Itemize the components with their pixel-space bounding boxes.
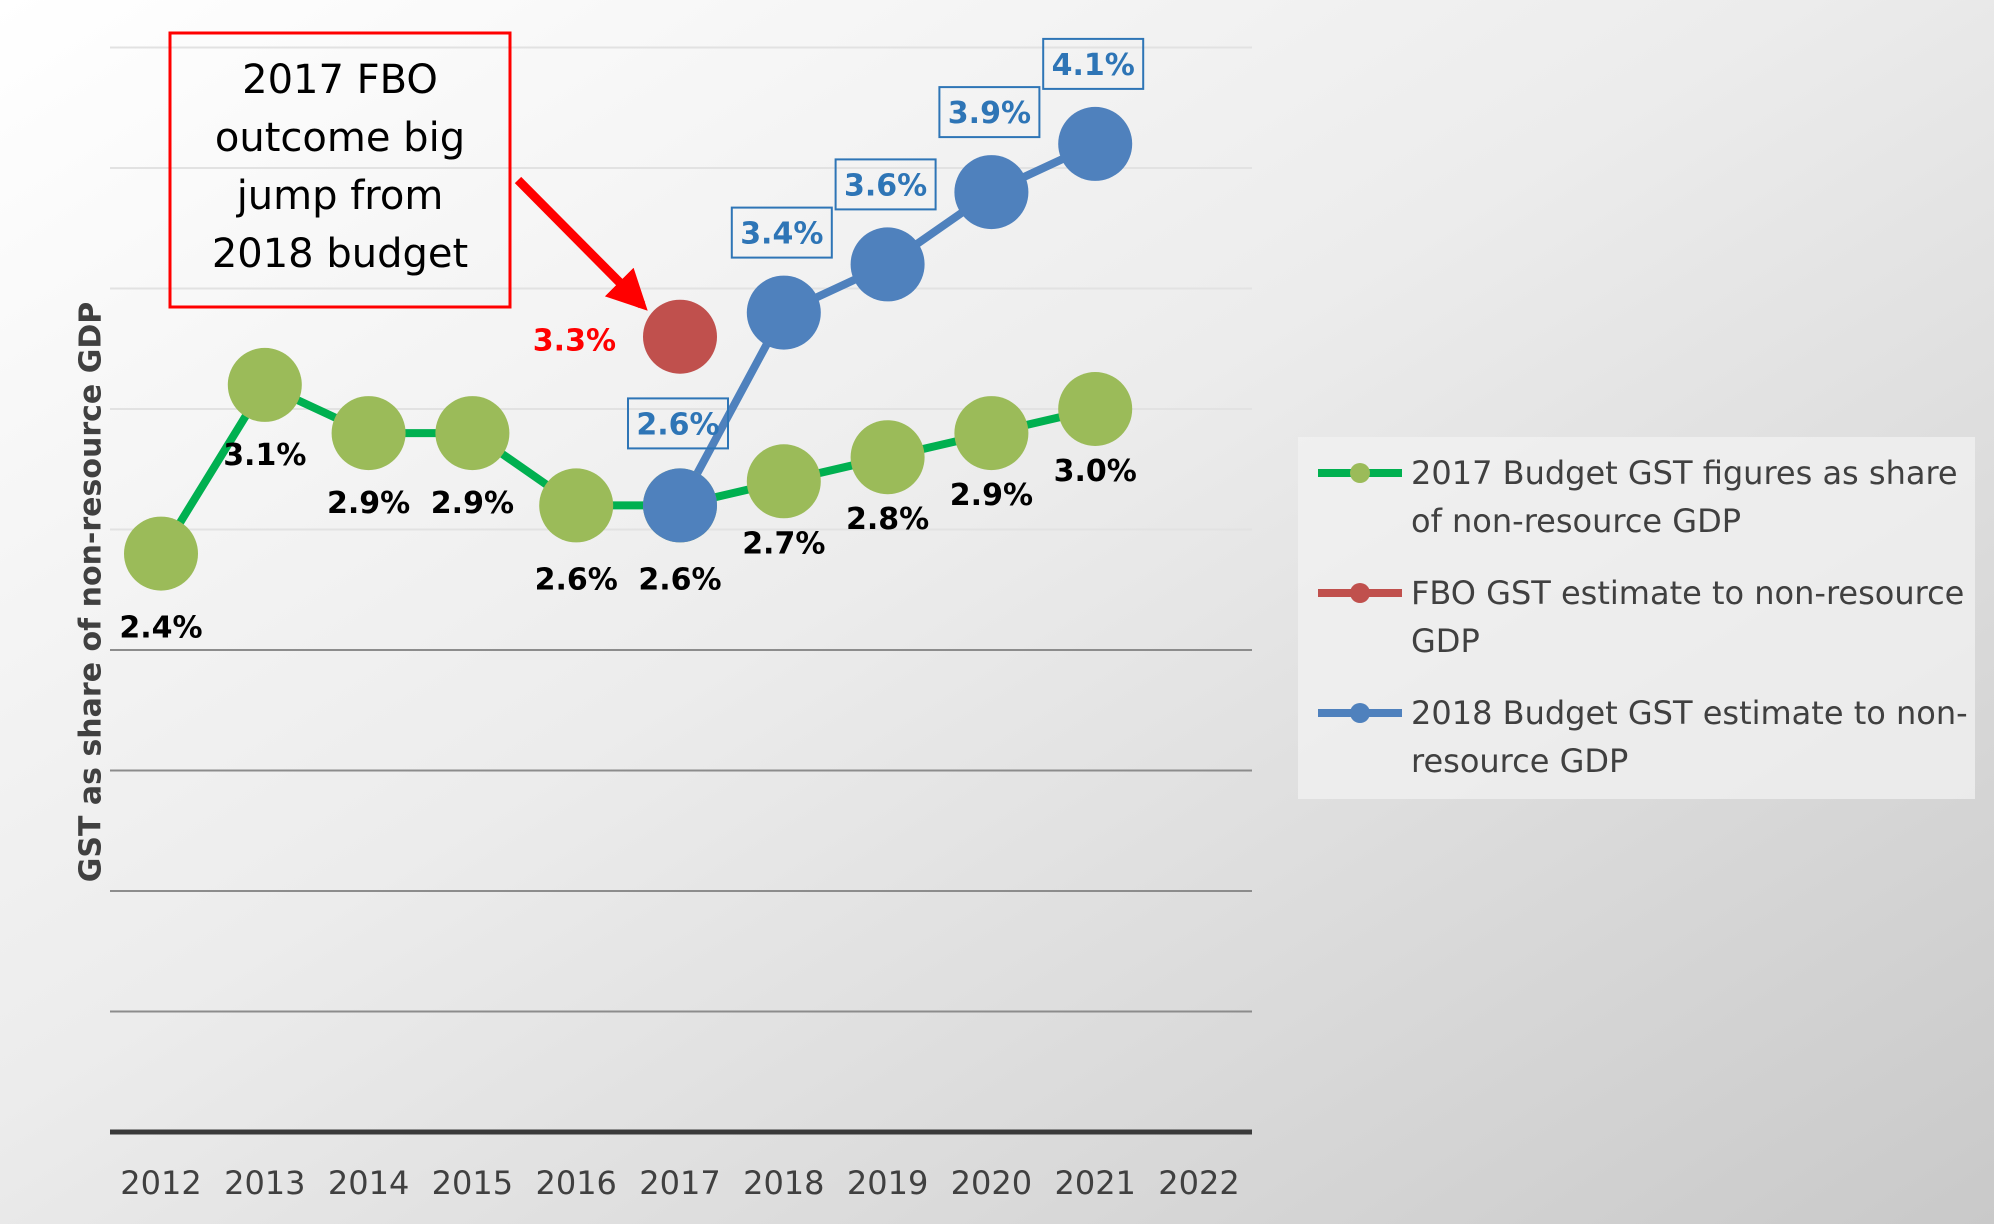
data-label-box	[1042, 37, 1145, 90]
data-label: 3.1%	[223, 438, 306, 473]
legend-entry: 2018 Budget GST estimate to non-resource…	[1411, 694, 1968, 780]
series-0-point	[124, 516, 198, 591]
x-tick-label: 2016	[535, 1164, 616, 1202]
series-line-0	[157, 380, 1097, 556]
x-tick-label: 2014	[328, 1164, 409, 1202]
data-label-box	[730, 206, 833, 259]
data-label-box	[627, 397, 729, 450]
series-0-point	[746, 444, 821, 519]
x-tick-label: 2012	[120, 1164, 201, 1202]
data-label: 3.9%	[948, 96, 1031, 131]
y-axis-label: GST as share of non-resource GDP	[74, 302, 109, 882]
data-label: 2.6%	[535, 562, 618, 597]
annotation-text: 2017 FBO	[242, 57, 438, 103]
data-label: 4.1%	[1052, 48, 1135, 83]
legend-swatch-marker	[1350, 703, 1370, 723]
x-tick-label: 2015	[432, 1164, 513, 1202]
series-1-point	[643, 299, 717, 374]
data-label: 2.4%	[119, 611, 202, 646]
series-layer	[124, 106, 1133, 591]
series-0-point	[227, 347, 302, 422]
data-labels: 2.4% 3.1% 2.9% 2.9% 2.6% 2.6% 2.7% 2.8% 2.9% 3.0%…	[119, 37, 1145, 646]
data-label: 2.6%	[636, 407, 719, 442]
data-label: 3.3%	[533, 324, 616, 359]
data-label: 2.6%	[638, 562, 721, 597]
legend-entry: FBO GST estimate to non-resource GDP	[1411, 574, 1964, 660]
data-label: 2.9%	[950, 478, 1033, 513]
series-0-point	[331, 396, 406, 471]
annotation-box	[168, 31, 512, 309]
data-label: 2.7%	[742, 526, 825, 561]
series-2-point	[746, 275, 821, 350]
data-label: 2.8%	[846, 502, 929, 537]
legend: 2017 Budget GST figures as share of non-r…	[1298, 437, 1975, 799]
data-label-box	[938, 86, 1041, 139]
annotation-text: outcome big	[215, 115, 465, 161]
x-tick-label: 2018	[743, 1164, 824, 1202]
x-tick-label: 2022	[1158, 1164, 1239, 1202]
series-0-point	[539, 468, 614, 543]
data-label: 3.6%	[844, 168, 927, 203]
data-label: 2.9%	[327, 486, 410, 521]
annotation: 2017 FBO outcome big jump from 2018 budget	[168, 31, 648, 311]
legend-swatch-marker	[1350, 583, 1370, 603]
series-2-point	[1058, 106, 1133, 181]
x-tick-label: 2019	[847, 1164, 928, 1202]
x-tick-label: 2020	[951, 1164, 1032, 1202]
data-label: 3.0%	[1054, 454, 1137, 489]
data-label-box	[834, 158, 937, 211]
series-0-point	[850, 420, 925, 495]
x-axis: 2012 2013 2014 2015 2016 2017 2018 2019 2020 2021…	[110, 1129, 1252, 1202]
annotation-text: 2018 budget	[212, 231, 468, 277]
series-0-point	[1058, 372, 1133, 446]
data-label: 2.9%	[431, 486, 514, 521]
x-tick-label: 2017	[639, 1164, 720, 1202]
series-2-point	[954, 155, 1029, 230]
series-2-point	[850, 227, 925, 302]
legend-entry: 2017 Budget GST figures as share of non-r…	[1411, 454, 1958, 540]
annotation-text: jump from	[236, 173, 444, 219]
legend-box	[1298, 437, 1975, 799]
series-0-point	[435, 396, 510, 471]
annotation-arrow	[514, 176, 648, 311]
x-tick-label: 2013	[224, 1164, 305, 1202]
legend-swatch-marker	[1350, 463, 1370, 483]
gridlines	[110, 46, 1252, 1013]
x-tick-label: 2021	[1054, 1164, 1135, 1202]
data-label: 3.4%	[740, 217, 823, 252]
series-0-point	[954, 396, 1029, 471]
series-2-point	[643, 468, 717, 543]
